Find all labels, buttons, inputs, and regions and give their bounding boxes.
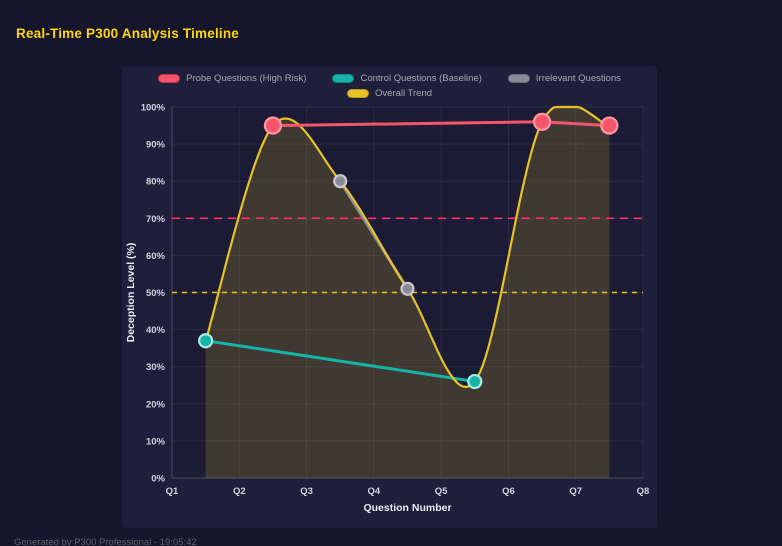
y-tick-label: 80% [146, 177, 166, 188]
footer-text: Generated by P300 Professional - 19:05:4… [14, 537, 197, 546]
legend-label-trend: Overall Trend [374, 88, 433, 99]
marker-irrelevant-0[interactable] [333, 174, 348, 189]
marker-probe-0[interactable] [263, 116, 283, 135]
y-tick-label: 0% [151, 474, 165, 485]
x-tick-label: Q7 [569, 486, 582, 497]
x-tick-label: Q8 [637, 486, 650, 497]
legend-item-control[interactable]: Control Questions (Baseline) [332, 73, 482, 84]
legend-row-1: Probe Questions (High Risk) Control Ques… [158, 73, 621, 84]
y-tick-label: 50% [146, 288, 166, 299]
legend-swatch-probe [158, 74, 181, 83]
legend-swatch-trend [346, 89, 369, 98]
y-tick-label: 90% [146, 140, 166, 151]
legend-row-2: Overall Trend [346, 88, 433, 99]
y-tick-label: 30% [146, 362, 166, 373]
x-tick-label: Q1 [166, 486, 179, 497]
legend-item-irrelevant[interactable]: Irrelevant Questions [507, 73, 621, 84]
y-tick-label: 40% [146, 325, 166, 336]
x-tick-label: Q4 [368, 486, 381, 497]
page-title: Real-Time P300 Analysis Timeline [16, 26, 240, 41]
legend-label-control: Control Questions (Baseline) [360, 73, 482, 84]
x-tick-label: Q3 [300, 486, 313, 497]
x-axis-title: Question Number [363, 502, 451, 514]
legend-item-trend[interactable]: Overall Trend [346, 88, 433, 99]
y-axis-title: Deception Level (%) [125, 243, 137, 343]
y-tick-label: 20% [146, 399, 166, 410]
marker-irrelevant-1[interactable] [400, 281, 415, 296]
marker-control-0[interactable] [198, 333, 214, 349]
x-tick-label: Q6 [502, 486, 515, 497]
y-tick-label: 60% [146, 251, 166, 262]
legend-label-irrelevant: Irrelevant Questions [535, 73, 621, 84]
legend-item-probe[interactable]: Probe Questions (High Risk) [158, 73, 306, 84]
y-tick-label: 70% [146, 214, 166, 225]
x-tick-label: Q5 [435, 486, 448, 497]
legend-label-probe: Probe Questions (High Risk) [186, 73, 307, 84]
series-line-control [204, 339, 477, 383]
marker-probe-1[interactable] [532, 112, 552, 131]
timeline-chart: 0% 10% 20% 30% 40% 50% 60% 70% 80% 90% 100% Q1 Q2 Q3 Q… [125, 103, 650, 515]
x-tick-label: Q2 [233, 486, 246, 497]
chart-legend: Probe Questions (High Risk) Control Ques… [122, 73, 657, 99]
y-tick-label: 10% [146, 436, 166, 447]
y-tick-label: 100% [141, 103, 166, 114]
marker-control-1[interactable] [467, 373, 483, 390]
legend-swatch-irrelevant [507, 74, 530, 83]
chart-card: 0% 10% 20% 30% 40% 50% 60% 70% 80% 90% 100% Q1 Q2 Q3 Q… [122, 66, 657, 528]
legend-swatch-control [332, 74, 355, 83]
marker-probe-2[interactable] [600, 116, 619, 135]
